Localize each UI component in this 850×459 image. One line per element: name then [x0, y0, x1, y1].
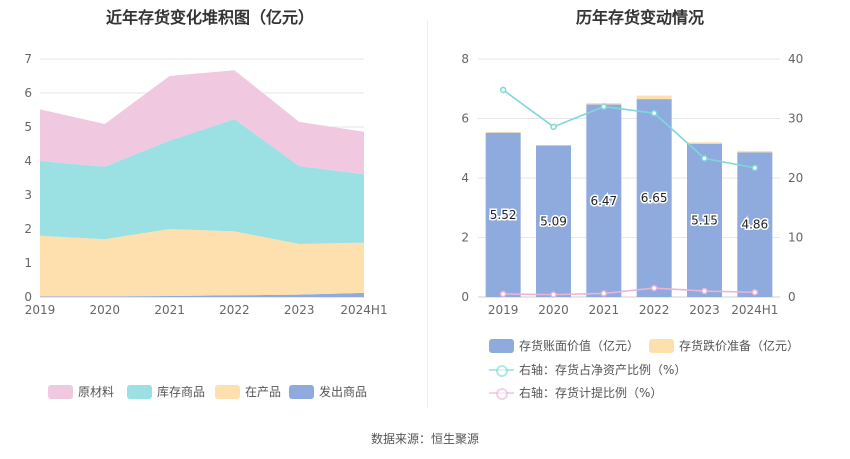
left-y-tick-label: 6 [24, 86, 32, 100]
provision-rate-line [503, 287, 755, 296]
right-axis-tick-label: 20 [788, 171, 803, 185]
ratio-point [600, 103, 608, 110]
left-axis-tick-label: 6 [461, 112, 469, 126]
left-y-tick-label: 0 [24, 290, 32, 304]
inventory-bar [636, 99, 672, 297]
legend-label: 库存商品 [157, 385, 206, 399]
legend-swatch [127, 384, 152, 399]
inventory-bar [536, 145, 571, 297]
bar-value-label: 4.86 [741, 218, 768, 232]
left-axis-tick-label: 0 [461, 290, 469, 304]
provision-rate-point [499, 290, 507, 298]
right-x-tick-label: 2021 [589, 303, 620, 317]
legend-item[interactable]: 右轴：存货计提比例（%） [489, 384, 662, 401]
right-x-tick-label: 2019 [488, 303, 519, 317]
provision-bar [737, 150, 773, 153]
left-axis-tick-label: 8 [461, 52, 469, 66]
right-axis-tick-label: 40 [788, 52, 803, 66]
left-chart-title: 近年存货变化堆积图（亿元） [105, 8, 314, 27]
data-source: 数据来源：恒生聚源 [370, 432, 479, 446]
inventory-bar [687, 143, 722, 297]
ratio-line [502, 89, 755, 169]
provision-rate-point [600, 290, 608, 297]
legend-label: 原材料 [78, 385, 115, 399]
legend-swatch [489, 386, 514, 400]
area-原材料 [40, 70, 364, 175]
legend-swatch [489, 363, 514, 377]
ratio-point [550, 123, 557, 131]
legend-label: 存货跌价准备（亿元） [679, 339, 800, 353]
area-发出商品 [40, 292, 364, 297]
left-x-tick-label: 2024H1 [340, 303, 387, 317]
provision-rate-point [701, 287, 708, 295]
provision-bar [536, 144, 571, 146]
left-x-tick-label: 2020 [90, 303, 121, 317]
right-axis-tick-label: 30 [788, 112, 803, 126]
legend-label: 在产品 [245, 385, 282, 399]
provision-bar [636, 95, 672, 100]
ratio-point [751, 164, 759, 172]
provision-bar [485, 131, 521, 133]
legend-swatch [649, 338, 674, 353]
legend-swatch [489, 338, 514, 353]
left-y-tick-label: 2 [24, 222, 32, 236]
chart-divider [427, 20, 428, 408]
right-axis-tick-label: 0 [788, 290, 796, 304]
legend-item[interactable]: 存货跌价准备（亿元） [649, 337, 799, 354]
bar-value-label: 5.52 [490, 208, 517, 222]
inventory-bar [485, 132, 521, 297]
ratio-point [701, 155, 708, 162]
area-在产品 [40, 229, 364, 297]
left-x-tick-label: 2021 [154, 303, 185, 317]
provision-rate-point [550, 291, 557, 298]
legend-label: 存货账面价值（亿元） [519, 339, 640, 353]
inventory-bar [737, 152, 773, 297]
provision-rate-point [650, 284, 658, 292]
left-y-tick-label: 3 [24, 188, 32, 202]
bar-value-label: 5.15 [691, 213, 718, 227]
left-y-tick-label: 1 [24, 256, 32, 270]
inventory-bar [586, 104, 622, 297]
bar-value-label: 5.09 [540, 214, 567, 228]
ratio-point [499, 86, 507, 94]
left-x-tick-label: 2019 [25, 303, 56, 317]
left-axis-tick-label: 4 [461, 171, 469, 185]
left-x-tick-label: 2022 [219, 303, 250, 317]
left-y-tick-label: 5 [24, 120, 32, 134]
legend-label: 右轴：存货占净资产比例（%） [519, 363, 687, 377]
provision-rate-point [751, 288, 759, 296]
area-库存商品 [40, 119, 364, 244]
left-x-tick-label: 2023 [284, 303, 315, 317]
legend-item[interactable]: 右轴：存货占净资产比例（%） [489, 361, 686, 378]
bar-value-label: 6.65 [641, 191, 668, 205]
legend-item[interactable]: 库存商品 [127, 383, 205, 400]
left-axis-tick-label: 2 [461, 231, 469, 245]
bar-value-label: 6.47 [590, 194, 617, 208]
right-x-tick-label: 2024H1 [731, 303, 778, 317]
left-y-tick-label: 7 [24, 52, 32, 66]
provision-bar [687, 142, 722, 144]
ratio-point [650, 109, 658, 117]
legend-item[interactable]: 原材料 [48, 383, 114, 400]
right-x-tick-label: 2022 [639, 303, 670, 317]
legend-label: 发出商品 [319, 385, 368, 399]
legend-label: 右轴：存货计提比例（%） [519, 386, 663, 400]
right-x-tick-label: 2020 [538, 303, 569, 317]
left-y-tick-label: 4 [24, 154, 32, 168]
legend-item[interactable]: 发出商品 [289, 383, 367, 400]
right-x-tick-label: 2023 [689, 303, 720, 317]
legend-swatch [48, 384, 73, 399]
legend-item[interactable]: 在产品 [215, 383, 281, 400]
legend-item[interactable]: 存货账面价值（亿元） [489, 337, 639, 354]
right-chart-title: 历年存货变动情况 [575, 8, 704, 27]
right-axis-tick-label: 10 [788, 231, 803, 245]
legend-swatch [215, 384, 240, 399]
legend-swatch [289, 384, 314, 399]
